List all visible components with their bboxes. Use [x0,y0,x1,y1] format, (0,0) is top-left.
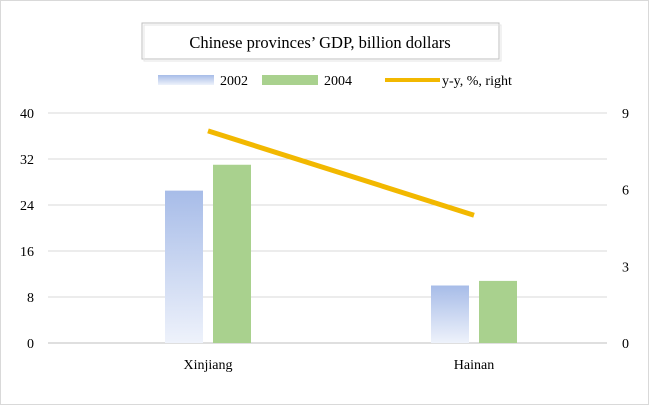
left-tick-label: 0 [27,337,34,352]
bar-2002-hainan [431,285,469,343]
left-tick-label: 32 [20,153,34,168]
left-tick-label: 24 [20,199,34,214]
right-tick-label: 3 [622,260,629,275]
right-tick-label: 0 [622,337,629,352]
bar-2004-xinjiang [213,164,251,343]
title-box [141,22,500,60]
left-axis-ticks: 0 8 16 24 32 40 [20,107,34,352]
left-tick-label: 16 [20,245,34,260]
legend-label-yy: y-y, %, right [442,74,512,89]
chart-title: Chinese provinces’ GDP, billion dollars [189,33,450,52]
left-tick-label: 40 [20,107,34,122]
legend-label-2002: 2002 [220,74,248,89]
left-tick-label: 8 [27,291,34,306]
gridlines [48,112,607,344]
yy-line-path [207,128,475,218]
right-axis-ticks: 0 3 6 9 [622,107,629,352]
legend-swatch-2002 [158,75,214,85]
right-tick-label: 6 [622,184,629,199]
yy-line [207,128,475,218]
bar-2004-hainan [479,280,517,343]
category-label: Xinjiang [184,358,233,373]
legend-label-2004: 2004 [324,74,352,89]
legend-swatch-2004 [262,75,318,85]
right-tick-label: 9 [622,107,629,122]
category-labels: Xinjiang Hainan [184,358,495,373]
legend: 2002 2004 y-y, %, right [158,74,512,89]
bar-2002-xinjiang [165,190,203,343]
bars [165,164,517,343]
category-label: Hainan [454,358,494,373]
